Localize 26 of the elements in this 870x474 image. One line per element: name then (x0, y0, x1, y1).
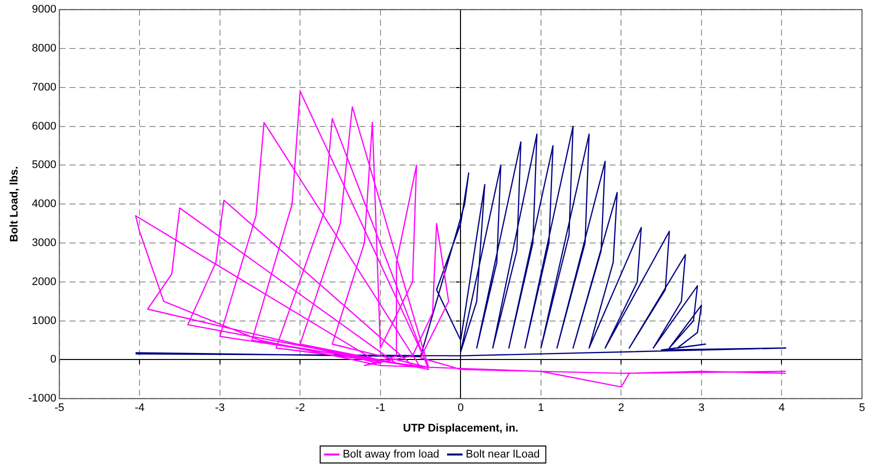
x-tick-label: -3 (214, 402, 225, 414)
x-tick-label: -5 (54, 402, 64, 414)
y-tick-label: 0 (50, 354, 56, 366)
x-tick-label: -1 (376, 402, 386, 414)
legend-label: Bolt away from load (342, 448, 440, 461)
y-tick-label: 1000 (32, 314, 56, 327)
y-tick-label: 2000 (32, 276, 56, 288)
y-tick-label: -1000 (28, 392, 56, 405)
y-axis-title: Bolt Load, lbs. (8, 166, 21, 242)
y-tick-label: 8000 (32, 42, 56, 55)
y-tick-label: 4000 (32, 198, 56, 210)
y-tick-label: 3000 (32, 237, 56, 250)
x-tick-label: 3 (698, 402, 705, 414)
x-tick-label: -2 (295, 402, 306, 414)
x-tick-label: -4 (134, 402, 144, 414)
y-tick-label: 7000 (32, 81, 56, 94)
x-tick-label: 2 (618, 402, 624, 414)
y-tick-label: 9000 (32, 4, 56, 16)
x-tick-label: 5 (858, 402, 866, 414)
x-tick-label: 4 (778, 402, 785, 414)
legend-label: Bolt near lLoad (466, 448, 540, 461)
x-tick-label: 0 (458, 402, 464, 414)
y-tick-label: 5000 (32, 159, 56, 172)
y-tick-label: 6000 (32, 120, 56, 132)
x-axis-title: UTP Displacement, in. (403, 422, 518, 434)
x-tick-label: 1 (538, 402, 544, 414)
